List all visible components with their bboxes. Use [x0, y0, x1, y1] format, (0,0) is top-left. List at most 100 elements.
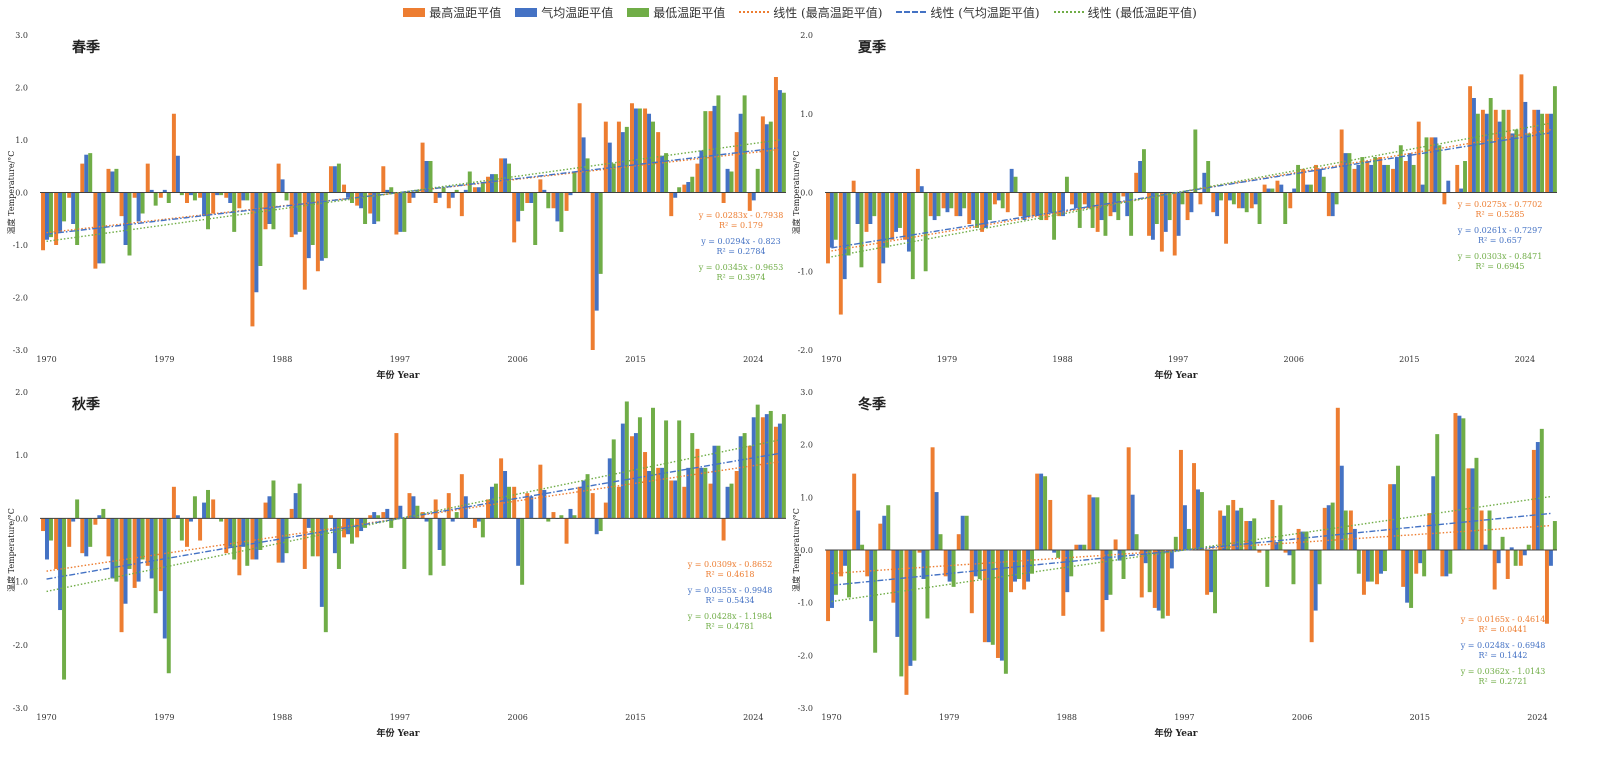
- bar-min: [847, 550, 851, 598]
- y-tick-label: -1.0: [798, 267, 813, 276]
- bar-max: [132, 518, 137, 588]
- bar-max: [1147, 192, 1151, 236]
- bar-max: [224, 518, 229, 554]
- bar-max: [185, 192, 189, 203]
- bar-avg: [1099, 192, 1104, 221]
- bar-max: [577, 486, 582, 519]
- bar-min: [467, 171, 472, 193]
- bar-max: [590, 192, 595, 350]
- bar-avg: [1382, 164, 1387, 193]
- y-tick-label: -3.0: [798, 704, 813, 713]
- trend-r2-avg: R² = 0.5434: [705, 596, 754, 605]
- bar-max: [67, 192, 72, 198]
- bar-min: [206, 489, 210, 519]
- bar-avg: [1330, 192, 1335, 217]
- bar-series-min: [48, 92, 786, 274]
- bar-avg: [463, 496, 468, 519]
- bar-min: [987, 192, 992, 221]
- bar-max: [930, 447, 935, 550]
- bar-min: [1226, 505, 1231, 550]
- y-tick-label: -2.0: [13, 294, 28, 303]
- legend-label-avg-trend: 线性 (气均温距平值): [930, 5, 1040, 20]
- bar-avg: [699, 150, 704, 193]
- bar-max: [669, 480, 674, 519]
- bar-max: [1314, 164, 1318, 193]
- bar-min: [258, 518, 263, 550]
- trend-line-max: [46, 461, 780, 572]
- bar-max: [1388, 484, 1393, 550]
- bar-max: [459, 474, 464, 519]
- trend-r2-avg: R² = 0.2784: [716, 247, 765, 256]
- bar-max: [695, 448, 700, 519]
- panel-summer: 2.0 1.0 0.0 -1.0 -2.0 1970 1979 1988 1997 2006 201…: [791, 31, 1557, 381]
- bar-min: [441, 518, 446, 566]
- bar-avg: [149, 189, 154, 193]
- y-tick-label: -1.0: [13, 241, 28, 250]
- bar-avg: [359, 192, 364, 209]
- x-tick-label: 1997: [390, 713, 410, 722]
- legend-line-min-trend: [1053, 11, 1084, 13]
- bar-max: [943, 550, 948, 577]
- y-tick-label: -1.0: [13, 578, 28, 587]
- bar-series-max: [826, 74, 1550, 315]
- bar-max: [381, 166, 386, 193]
- bar-min: [585, 474, 590, 519]
- bar-series-min: [833, 86, 1557, 280]
- bar-max: [512, 192, 517, 243]
- legend-item-max-trend: 线性 (最高温距平值): [739, 4, 882, 21]
- trend-equation-max: y = 0.0283x - 0.7938: [698, 211, 784, 220]
- bar-avg: [777, 90, 782, 193]
- bar-min: [936, 192, 941, 217]
- x-tick-label: 2006: [1284, 355, 1304, 364]
- bar-avg: [647, 471, 652, 519]
- bar-max: [1492, 550, 1497, 590]
- bar-min: [1013, 176, 1018, 193]
- bar-avg: [398, 192, 403, 232]
- bar-max: [682, 184, 687, 193]
- bar-avg: [58, 518, 63, 611]
- trend-equation-min: y = 0.0345x - 0.9653: [698, 263, 784, 272]
- bar-avg: [895, 550, 900, 637]
- bar-max: [669, 192, 674, 217]
- bar-min: [1382, 550, 1387, 572]
- bar-avg: [855, 192, 860, 224]
- bar-max: [1532, 109, 1537, 193]
- bar-min: [1552, 521, 1557, 550]
- bar-min: [768, 410, 773, 519]
- bar-max: [198, 518, 203, 541]
- bar-avg: [1472, 98, 1476, 193]
- bar-min: [48, 518, 53, 541]
- bar-min: [493, 483, 498, 519]
- bar-max: [1391, 168, 1395, 193]
- bar-avg: [450, 192, 455, 198]
- bar-avg: [881, 192, 886, 264]
- bar-min: [624, 401, 629, 519]
- bar-min: [781, 92, 786, 193]
- legend-item-avg-trend: 线性 (气均温距平值): [896, 4, 1040, 21]
- bar-max: [276, 163, 281, 193]
- bar-min: [1003, 550, 1008, 674]
- bar-max: [1035, 473, 1040, 550]
- bar-min: [923, 192, 928, 272]
- bar-max: [211, 499, 216, 519]
- bar-min: [1016, 550, 1021, 579]
- x-tick-label: 1970: [36, 355, 56, 364]
- bar-min: [323, 192, 328, 259]
- bar-avg: [1215, 192, 1220, 217]
- y-tick-label: 2.0: [800, 31, 813, 40]
- bar-max: [1257, 550, 1262, 553]
- bar-max: [1185, 192, 1190, 221]
- bar-min: [441, 187, 446, 193]
- bar-max: [1518, 550, 1523, 566]
- bar-avg: [385, 508, 390, 519]
- bar-avg: [1392, 484, 1397, 550]
- bar-series-avg: [45, 414, 782, 639]
- trend-r2-max: R² = 0.179: [719, 221, 763, 230]
- bar-min: [886, 505, 891, 550]
- x-tick-label: 1979: [154, 355, 174, 364]
- bar-max: [577, 103, 582, 193]
- bar-max: [1224, 192, 1229, 244]
- bar-avg: [332, 518, 337, 554]
- bar-min: [1090, 192, 1095, 228]
- bar-max: [80, 163, 85, 193]
